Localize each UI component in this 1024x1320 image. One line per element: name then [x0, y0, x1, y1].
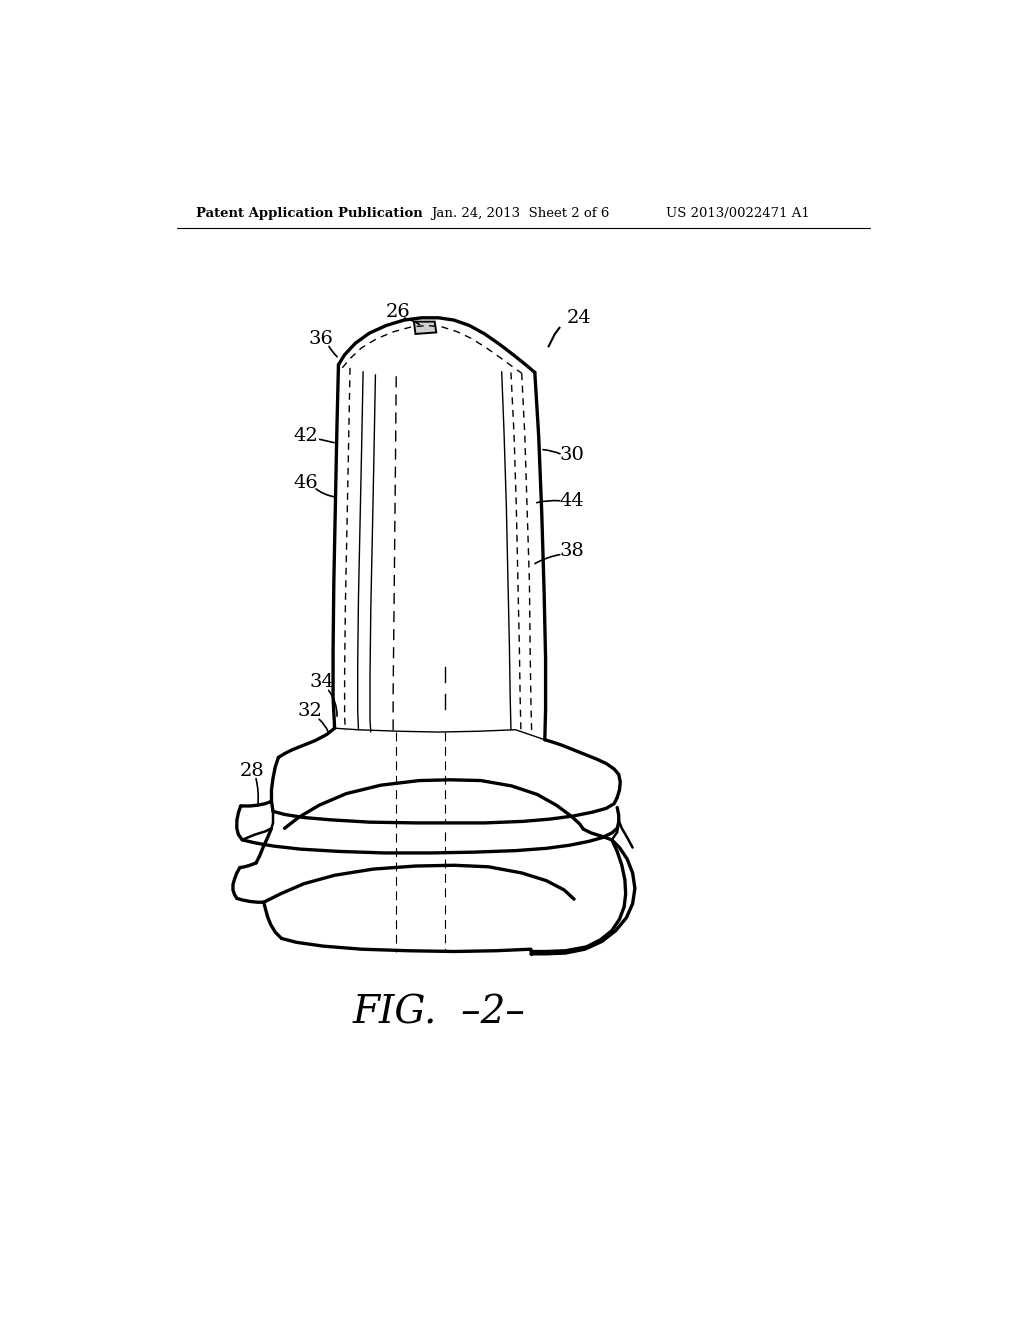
Text: 46: 46: [294, 474, 318, 492]
Text: 44: 44: [559, 492, 584, 510]
Text: Jan. 24, 2013  Sheet 2 of 6: Jan. 24, 2013 Sheet 2 of 6: [431, 207, 609, 220]
Text: 38: 38: [559, 543, 585, 560]
Text: Patent Application Publication: Patent Application Publication: [196, 207, 423, 220]
Text: 30: 30: [559, 446, 585, 463]
Text: 34: 34: [309, 673, 334, 690]
Text: 24: 24: [567, 309, 592, 327]
Text: 26: 26: [386, 304, 411, 321]
Text: US 2013/0022471 A1: US 2013/0022471 A1: [666, 207, 809, 220]
Text: 36: 36: [308, 330, 333, 348]
Text: 42: 42: [294, 426, 318, 445]
Polygon shape: [414, 322, 436, 334]
Text: FIG.  –2–: FIG. –2–: [352, 994, 525, 1032]
Text: 28: 28: [240, 762, 264, 780]
Text: 32: 32: [298, 702, 323, 721]
